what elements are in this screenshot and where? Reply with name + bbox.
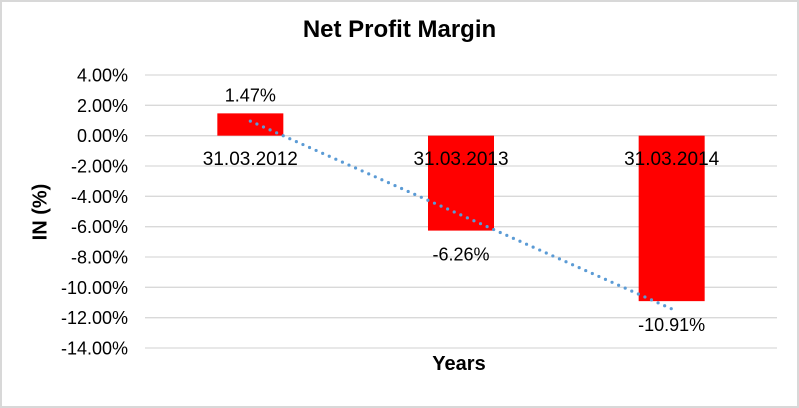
x-category-label: 31.03.2014: [624, 149, 720, 170]
y-tick-label: -14.00%: [61, 339, 128, 359]
x-axis-title: Years: [432, 353, 486, 375]
bar: [217, 113, 284, 136]
data-label: -6.26%: [432, 245, 489, 265]
y-tick-label: -10.00%: [61, 278, 128, 298]
trendline: [248, 119, 674, 311]
y-tick-label: 0.00%: [77, 126, 128, 146]
y-tick-label: 2.00%: [77, 96, 128, 116]
data-label: -10.91%: [638, 315, 705, 335]
y-tick-label: -12.00%: [61, 308, 128, 328]
bar: [638, 135, 705, 302]
y-tick-label: -2.00%: [71, 157, 128, 177]
y-tick-label: 4.00%: [77, 66, 128, 86]
y-tick-label: -6.00%: [71, 217, 128, 237]
data-label: 1.47%: [225, 85, 276, 105]
chart-title: Net Profit Margin: [302, 16, 497, 43]
x-category-label: 31.03.2012: [203, 149, 298, 170]
y-tick-label: -8.00%: [71, 248, 128, 268]
y-tick-label: -4.00%: [71, 187, 128, 207]
x-category-label: 31.03.2013: [413, 149, 508, 170]
